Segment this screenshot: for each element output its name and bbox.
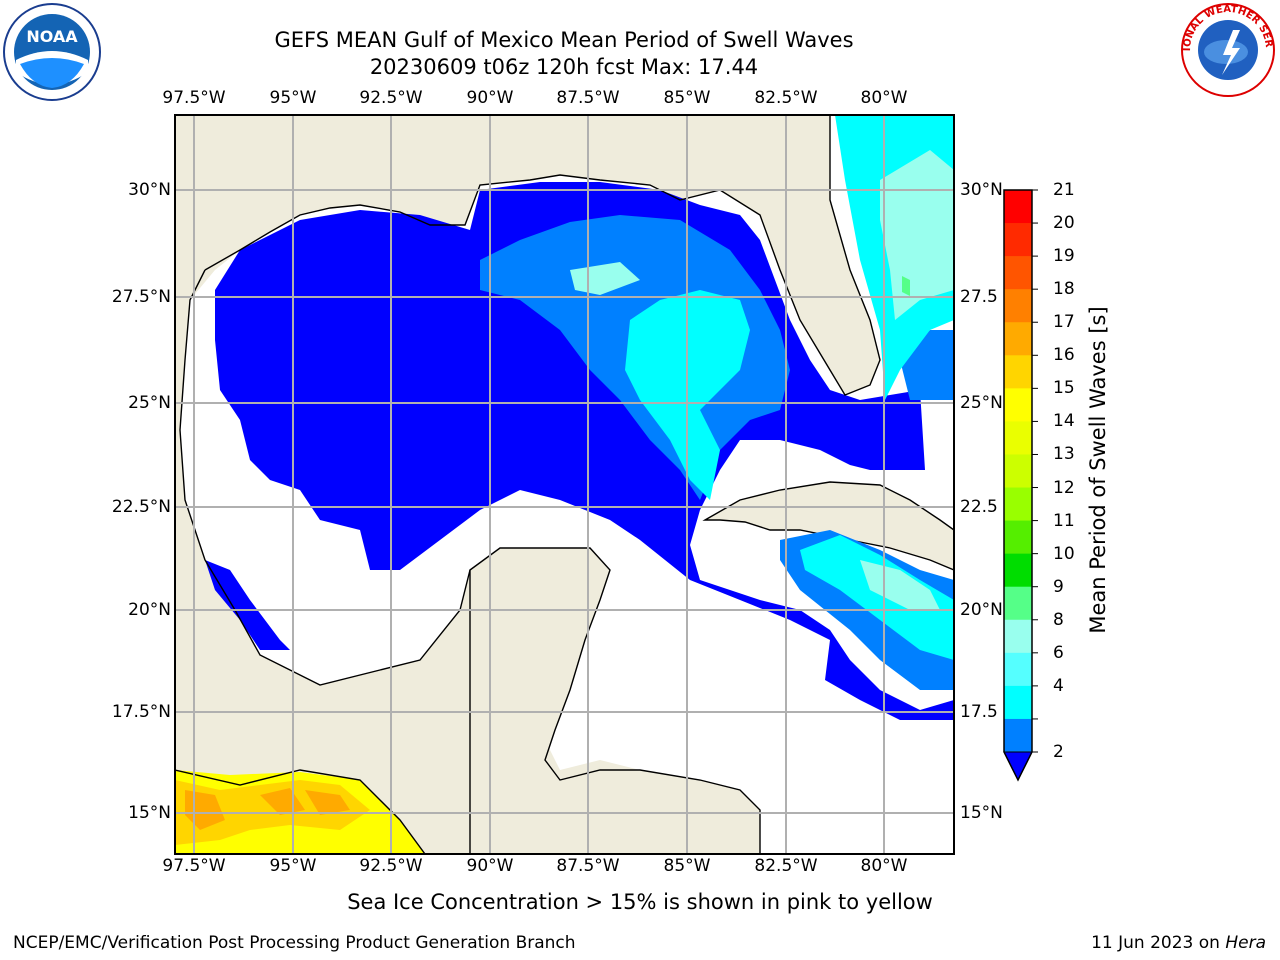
colorbar-segment bbox=[1004, 652, 1032, 687]
colorbar-tick-label: 11 bbox=[1053, 510, 1075, 531]
lat-label-right: 22.5 bbox=[960, 497, 998, 517]
coastline-central-america bbox=[175, 769, 426, 854]
swell-zone-8s-caribbean bbox=[860, 560, 940, 610]
swell-zone-6s-caribbean bbox=[800, 535, 954, 660]
colorbar-tick-label: 14 bbox=[1053, 411, 1075, 432]
lat-label-left: 17.5°N bbox=[111, 702, 171, 722]
colorbar-segment bbox=[1004, 322, 1032, 356]
colorbar-tick-label: 2 bbox=[1053, 742, 1064, 762]
colorbar-segment bbox=[1004, 388, 1032, 422]
chart-title: GEFS MEAN Gulf of Mexico Mean Period of … bbox=[274, 28, 854, 52]
colorbar-segment bbox=[1004, 718, 1032, 753]
colorbar-tick-label: 9 bbox=[1053, 576, 1064, 597]
colorbar-title: Mean Period of Swell Waves [s] bbox=[1086, 306, 1110, 634]
lon-label-top: 92.5°W bbox=[359, 88, 423, 108]
colorbar-tick-label: 19 bbox=[1053, 246, 1075, 267]
lat-label-left: 22.5°N bbox=[111, 497, 171, 517]
lon-label-bottom: 87.5°W bbox=[556, 856, 620, 876]
lat-label-left: 20°N bbox=[128, 600, 171, 620]
colorbar-segment bbox=[1004, 619, 1032, 654]
lat-label-left: 25°N bbox=[128, 393, 171, 413]
colorbar-segment bbox=[1004, 520, 1032, 555]
swell-zone-9s bbox=[902, 276, 910, 296]
footer-date-text: 11 Jun 2023 on bbox=[1091, 933, 1226, 953]
lon-label-top: 97.5°W bbox=[162, 88, 226, 108]
lat-label-left: 30°N bbox=[128, 180, 171, 200]
colorbar-segment bbox=[1004, 256, 1032, 290]
colorbar bbox=[1003, 189, 1038, 782]
colorbar-tick-label: 15 bbox=[1053, 378, 1075, 399]
graticule bbox=[175, 115, 954, 854]
colorbar-segment bbox=[1004, 223, 1032, 257]
lon-label-bottom: 92.5°W bbox=[359, 856, 423, 876]
svg-text:NOAA: NOAA bbox=[26, 27, 78, 46]
swell-zone-pacific-17s bbox=[185, 788, 350, 830]
lat-label-right: 30°N bbox=[960, 180, 1003, 200]
colorbar-tick-label: 18 bbox=[1053, 279, 1075, 300]
map-frame bbox=[174, 114, 955, 855]
yucatan-peninsula bbox=[469, 547, 761, 854]
footer-host: Hera bbox=[1225, 933, 1266, 953]
colorbar-segment bbox=[1004, 454, 1032, 489]
colorbar-segment bbox=[1004, 289, 1032, 323]
colorbar-frame bbox=[1003, 189, 1033, 782]
lon-label-top: 87.5°W bbox=[556, 88, 620, 108]
lat-label-left: 15°N bbox=[128, 803, 171, 823]
colorbar-tick-label: 17 bbox=[1053, 312, 1075, 333]
colorbar-segment bbox=[1004, 586, 1032, 621]
footer-credit: NCEP/EMC/Verification Post Processing Pr… bbox=[13, 933, 576, 953]
lon-label-bottom: 97.5°W bbox=[162, 856, 226, 876]
colorbar-tick-label: 8 bbox=[1053, 609, 1064, 630]
lon-label-top: 90°W bbox=[466, 88, 514, 108]
noaa-logo: NOAA bbox=[2, 2, 102, 102]
colorbar-extend-arrow bbox=[1003, 751, 1033, 782]
lat-label-right: 25°N bbox=[960, 393, 1003, 413]
lon-label-bottom: 80°W bbox=[860, 856, 908, 876]
national-weather-service-logo: NATIONAL WEATHER SERVICE bbox=[1174, 0, 1278, 100]
colorbar-tick-label: 16 bbox=[1053, 345, 1075, 366]
lon-label-top: 95°W bbox=[269, 88, 317, 108]
lat-label-left: 27.5°N bbox=[111, 287, 171, 307]
lon-label-top: 82.5°W bbox=[754, 88, 818, 108]
colorbar-tick-label: 21 bbox=[1053, 180, 1075, 200]
colorbar-segment bbox=[1004, 487, 1032, 522]
colorbar-tick-label: 20 bbox=[1053, 213, 1075, 234]
colorbar-segment bbox=[1004, 190, 1032, 224]
colorbar-segment bbox=[1004, 355, 1032, 389]
lon-label-bottom: 95°W bbox=[269, 856, 317, 876]
sea-ice-note: Sea Ice Concentration > 15% is shown in … bbox=[0, 890, 1280, 914]
cuba bbox=[702, 481, 954, 571]
colorbar-segment bbox=[1004, 421, 1032, 455]
chart-subtitle: 20230609 t06z 120h fcst Max: 17.44 bbox=[369, 55, 759, 79]
lon-label-bottom: 82.5°W bbox=[754, 856, 818, 876]
swell-zone-2s-west bbox=[205, 560, 290, 650]
colorbar-tick-label: 13 bbox=[1053, 444, 1075, 465]
coastline bbox=[204, 115, 881, 396]
sea-ice-note-text: Sea Ice Concentration > 15% is shown in … bbox=[347, 890, 933, 914]
colorbar-segment bbox=[1004, 685, 1032, 720]
colorbar-tick-label: 12 bbox=[1053, 477, 1075, 498]
lat-label-right: 15°N bbox=[960, 803, 1003, 823]
lon-label-top: 85°W bbox=[663, 88, 711, 108]
colorbar-tick-label: 6 bbox=[1053, 642, 1064, 663]
swell-zone-8s bbox=[880, 150, 954, 320]
lon-label-bottom: 90°W bbox=[466, 856, 514, 876]
lat-label-right: 17.5 bbox=[960, 702, 998, 722]
colorbar-segment bbox=[1004, 553, 1032, 588]
colorbar-tick-label: 10 bbox=[1053, 543, 1075, 564]
lon-label-bottom: 85°W bbox=[663, 856, 711, 876]
lat-label-right: 20°N bbox=[960, 600, 1003, 620]
footer-date: 11 Jun 2023 on Hera bbox=[1091, 933, 1266, 953]
lon-label-top: 80°W bbox=[860, 88, 908, 108]
colorbar-tick-label: 4 bbox=[1053, 675, 1064, 696]
lat-label-right: 27.5 bbox=[960, 287, 998, 307]
